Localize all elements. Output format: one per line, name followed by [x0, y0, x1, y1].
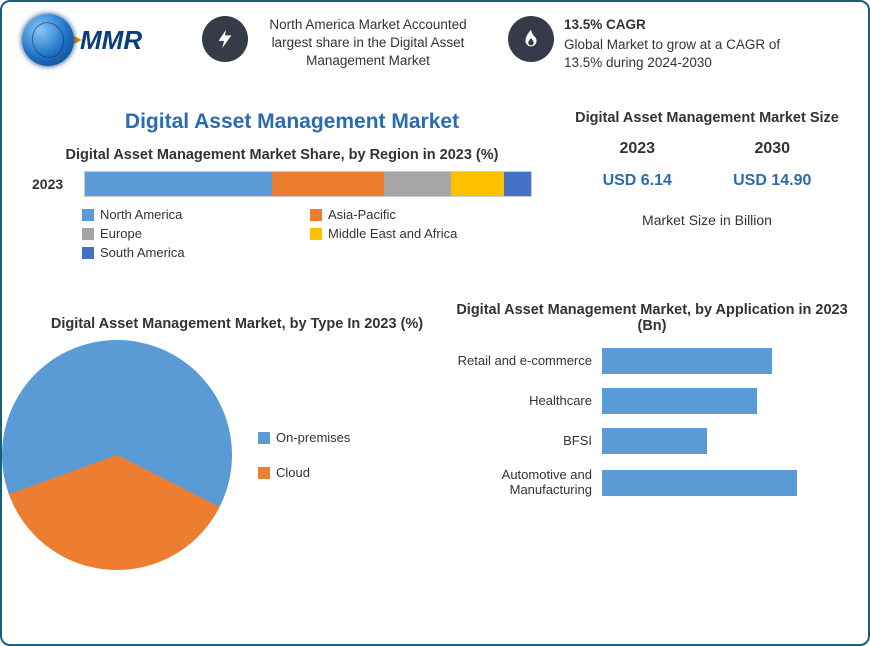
size-col-2023: 2023 USD 6.14 [603, 140, 672, 190]
legend-item: On-premises [258, 430, 350, 445]
hbar [602, 388, 757, 414]
hbar-track [602, 470, 852, 496]
legend-swatch [82, 209, 94, 221]
hbar-track [602, 428, 852, 454]
region-chart: Digital Asset Management Market Share, b… [32, 147, 532, 260]
legend-label: South America [100, 245, 185, 260]
hbar-label: Automotive and Manufacturing [452, 468, 602, 498]
legend-swatch [310, 209, 322, 221]
legend-label: Asia-Pacific [328, 207, 396, 222]
hbar [602, 348, 772, 374]
size-year-0: 2023 [603, 140, 672, 158]
page-title: Digital Asset Management Market [42, 110, 542, 134]
size-value-0: USD 6.14 [603, 172, 672, 190]
hbar-label: BFSI [452, 434, 602, 449]
cagr-body: Global Market to grow at a CAGR of 13.5%… [564, 36, 784, 72]
callout-left-text: North America Market Accounted largest s… [258, 16, 478, 71]
region-segment [451, 172, 505, 196]
brand-logo: MMR [22, 14, 142, 66]
region-segment [504, 172, 531, 196]
size-note: Market Size in Billion [572, 212, 842, 228]
size-year-1: 2030 [733, 140, 811, 158]
hbar-row: Healthcare [452, 388, 852, 414]
legend-label: North America [100, 207, 182, 222]
legend-item: South America [82, 245, 304, 260]
brand-label: MMR [80, 25, 142, 56]
region-legend: North America Asia-Pacific Europe Middle Ea… [82, 207, 532, 260]
hbar-area: Retail and e-commerce Healthcare BFSI Autom… [452, 348, 852, 498]
hbar-label: Retail and e-commerce [452, 354, 602, 369]
hbar-track [602, 388, 852, 414]
market-size-panel: Digital Asset Management Market Size 202… [572, 110, 842, 228]
hbar-label: Healthcare [452, 394, 602, 409]
pie-chart-title: Digital Asset Management Market, by Type… [32, 316, 442, 332]
brand-text: MMR [68, 25, 142, 56]
bolt-icon [202, 16, 248, 62]
application-bar-chart: Digital Asset Management Market, by Appl… [452, 302, 852, 512]
region-segment [272, 172, 384, 196]
legend-item: Europe [82, 226, 304, 241]
size-value-1: USD 14.90 [733, 172, 811, 190]
hbar-track [602, 348, 852, 374]
legend-item: Middle East and Africa [310, 226, 532, 241]
pie-graphic [2, 340, 232, 570]
legend-item: North America [82, 207, 304, 222]
hbar-row: BFSI [452, 428, 852, 454]
callout-right-text: 13.5% CAGR Global Market to grow at a CA… [564, 16, 784, 73]
legend-swatch [310, 228, 322, 240]
app-chart-title: Digital Asset Management Market, by Appl… [452, 302, 852, 334]
region-chart-title: Digital Asset Management Market Share, b… [32, 147, 532, 163]
legend-label: On-premises [276, 430, 350, 445]
header-callouts: North America Market Accounted largest s… [202, 16, 838, 73]
hbar [602, 470, 797, 496]
hbar [602, 428, 707, 454]
legend-label: Cloud [276, 465, 310, 480]
cagr-title: 13.5% CAGR [564, 16, 784, 34]
size-columns: 2023 USD 6.14 2030 USD 14.90 [572, 140, 842, 190]
legend-item: Cloud [258, 465, 350, 480]
legend-label: Middle East and Africa [328, 226, 457, 241]
globe-icon [22, 14, 74, 66]
type-pie-chart: Digital Asset Management Market, by Type… [32, 316, 442, 570]
legend-item: Asia-Pacific [310, 207, 532, 222]
legend-swatch [82, 247, 94, 259]
pie-legend: On-premises Cloud [258, 430, 350, 480]
size-col-2030: 2030 USD 14.90 [733, 140, 811, 190]
callout-north-america: North America Market Accounted largest s… [202, 16, 478, 73]
region-segment [85, 172, 272, 196]
region-segment [384, 172, 451, 196]
legend-swatch [82, 228, 94, 240]
legend-swatch [258, 467, 270, 479]
region-chart-row: 2023 [32, 171, 532, 197]
legend-label: Europe [100, 226, 142, 241]
region-year-label: 2023 [32, 176, 76, 192]
hbar-row: Automotive and Manufacturing [452, 468, 852, 498]
size-panel-title: Digital Asset Management Market Size [572, 110, 842, 126]
legend-swatch [258, 432, 270, 444]
hbar-row: Retail and e-commerce [452, 348, 852, 374]
region-stacked-bar [84, 171, 532, 197]
flame-icon [508, 16, 554, 62]
callout-cagr: 13.5% CAGR Global Market to grow at a CA… [508, 16, 784, 73]
pie-wrap: On-premises Cloud [32, 340, 442, 570]
